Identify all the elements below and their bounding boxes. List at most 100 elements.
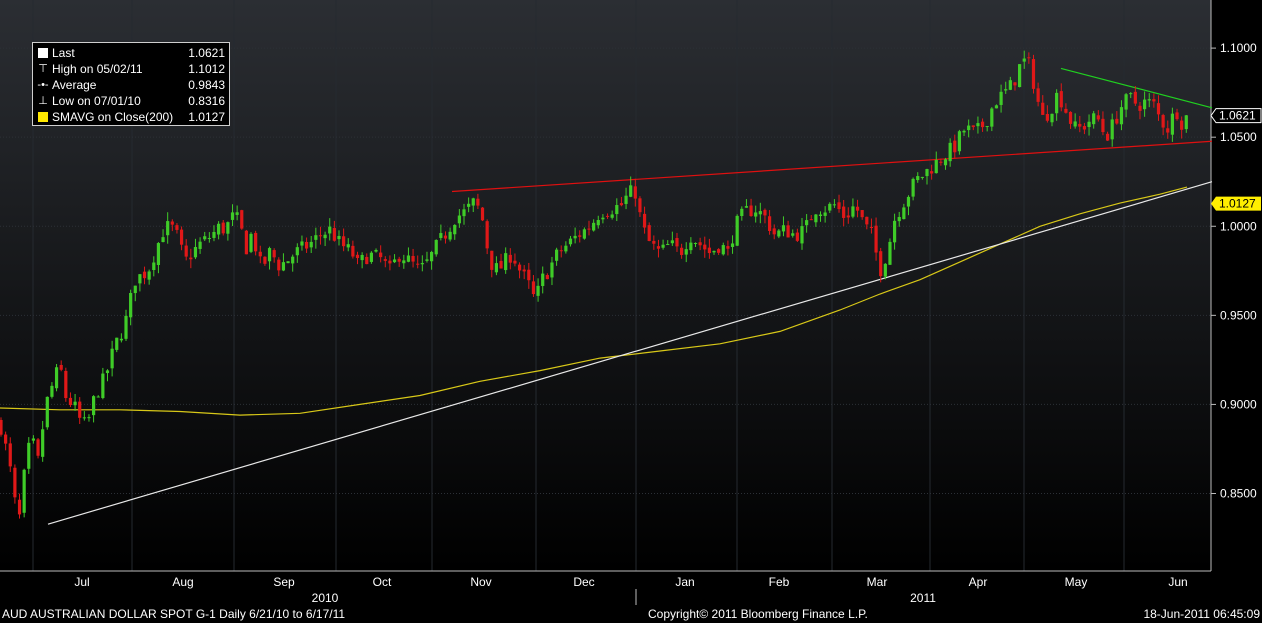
candle-body [203, 236, 207, 240]
candle-body [1161, 115, 1165, 128]
x-month-label: Jun [1168, 575, 1187, 589]
candle-body [490, 250, 494, 270]
candle-body [119, 338, 123, 341]
candle-body [1027, 57, 1031, 59]
low-marker-icon: ⊥ [38, 95, 48, 107]
candle-body [110, 348, 114, 369]
candle-body [50, 385, 54, 397]
candle-body [1031, 59, 1036, 89]
candle-body [971, 125, 975, 128]
candle-body [642, 213, 647, 228]
footer-copyright: Copyright© 2011 Bloomberg Finance L.P. [648, 607, 868, 621]
candle-body [133, 285, 137, 294]
candle-body [1147, 99, 1151, 101]
candle-body [999, 91, 1003, 105]
candle-body [582, 229, 586, 239]
candle-body [406, 255, 411, 262]
candle-body [1133, 91, 1137, 104]
candle-body [994, 105, 999, 109]
candle-body [508, 254, 512, 263]
candle-body [291, 256, 295, 264]
candle-body [429, 251, 434, 262]
candle-body [693, 242, 698, 244]
candle-body [522, 269, 526, 272]
candle-body [726, 246, 730, 249]
average-marker-icon: -•- [37, 79, 49, 91]
candle-body [1036, 88, 1040, 102]
candle-body [800, 226, 804, 244]
legend-row-low: ⊥ Low on 07/01/10 0.8316 [37, 93, 225, 109]
y-tick-label: 1.1000 [1220, 41, 1257, 55]
candle-body [559, 250, 563, 252]
candle-body [1096, 115, 1100, 120]
candle-body [36, 439, 40, 456]
candle-body [624, 195, 628, 204]
candle-body [0, 419, 3, 435]
legend-row-average: -•- Average 0.9843 [37, 77, 225, 93]
candle-body [286, 261, 290, 264]
candle-body [916, 176, 920, 181]
candle-body [911, 178, 915, 197]
candle-body [814, 214, 818, 223]
candle-body [990, 108, 994, 127]
x-month-label: Mar [867, 575, 888, 589]
candle-body [892, 220, 897, 243]
candle-body [8, 443, 12, 467]
y-tick-label: 1.0000 [1220, 219, 1257, 233]
candle-body [1138, 105, 1142, 111]
candle-body [1055, 92, 1059, 114]
candle-body [1110, 119, 1114, 140]
candle-body [138, 274, 142, 284]
candle-body [17, 499, 22, 515]
candle-body [402, 260, 406, 264]
candle-body [68, 397, 73, 405]
candle-body [439, 233, 443, 238]
candle-body [249, 233, 253, 252]
candle-body [443, 235, 448, 239]
candle-body [304, 241, 309, 249]
candle-body [670, 240, 674, 244]
x-month-label: Jan [675, 575, 694, 589]
square-icon [37, 48, 49, 58]
candle-body [235, 212, 239, 215]
candle-body [851, 206, 855, 217]
candle-body [476, 198, 480, 206]
x-month-label: Nov [470, 575, 491, 589]
candle-body [605, 215, 610, 217]
legend-value: 1.1012 [188, 62, 225, 76]
candle-body [568, 238, 573, 245]
footer-security-info: AUD AUSTRALIAN DOLLAR SPOT G-1 Daily 6/2… [2, 607, 346, 621]
candle-body [596, 220, 600, 226]
candle-body [749, 205, 753, 217]
candle-body [1092, 113, 1096, 125]
candle-body [420, 263, 424, 265]
candle-body [92, 396, 96, 416]
candle-body [536, 285, 540, 296]
candle-body [434, 239, 438, 255]
candle-body [666, 244, 670, 246]
candle-body [837, 202, 841, 210]
candle-body [1050, 113, 1054, 123]
candle-body [425, 259, 429, 261]
candle-body [527, 269, 531, 281]
candle-body [925, 169, 929, 177]
x-month-label: Oct [373, 575, 392, 589]
candle-body [615, 205, 619, 215]
last-price-label: 1.0621 [1219, 109, 1256, 123]
candle-body [675, 238, 679, 247]
candle-body [258, 251, 262, 257]
candle-body [897, 217, 901, 222]
legend-label: SMAVG on Close(200) [52, 110, 174, 124]
candle-body [786, 225, 790, 238]
candle-body [277, 259, 281, 271]
candle-body [948, 142, 952, 162]
trendline [1060, 67, 1213, 109]
candle-body [64, 370, 68, 399]
legend-value: 0.9843 [188, 78, 225, 92]
candle-body [619, 203, 624, 206]
legend-value: 1.0127 [188, 110, 225, 124]
candle-body [73, 401, 77, 406]
candle-body [161, 237, 165, 243]
candle-body [142, 271, 147, 279]
candle-body [976, 123, 980, 127]
